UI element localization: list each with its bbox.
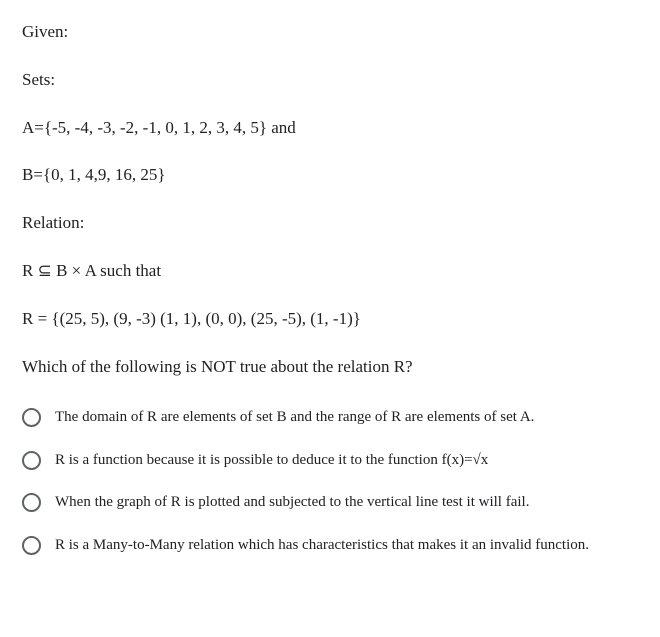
question-line-2: Sets: [22,68,638,92]
question-line-4: B={0, 1, 4,9, 16, 25} [22,163,638,187]
option-4-label: R is a Many-to-Many relation which has c… [55,534,589,557]
question-line-3: A={-5, -4, -3, -2, -1, 0, 1, 2, 3, 4, 5}… [22,116,638,140]
question-line-6: R ⊆ B × A such that [22,259,638,283]
option-2-label: R is a function because it is possible t… [55,449,488,472]
question-line-7: R = {(25, 5), (9, -3) (1, 1), (0, 0), (2… [22,307,638,331]
radio-icon [22,493,41,512]
option-1[interactable]: The domain of R are elements of set B an… [22,406,638,429]
question-stem: Given: Sets: A={-5, -4, -3, -2, -1, 0, 1… [22,20,638,378]
option-4[interactable]: R is a Many-to-Many relation which has c… [22,534,638,557]
question-line-1: Given: [22,20,638,44]
option-3-label: When the graph of R is plotted and subje… [55,491,529,514]
question-line-5: Relation: [22,211,638,235]
option-2[interactable]: R is a function because it is possible t… [22,449,638,472]
option-3[interactable]: When the graph of R is plotted and subje… [22,491,638,514]
options-group: The domain of R are elements of set B an… [22,406,638,556]
radio-icon [22,408,41,427]
radio-icon [22,536,41,555]
radio-icon [22,451,41,470]
question-line-8: Which of the following is NOT true about… [22,355,638,379]
option-1-label: The domain of R are elements of set B an… [55,406,534,429]
